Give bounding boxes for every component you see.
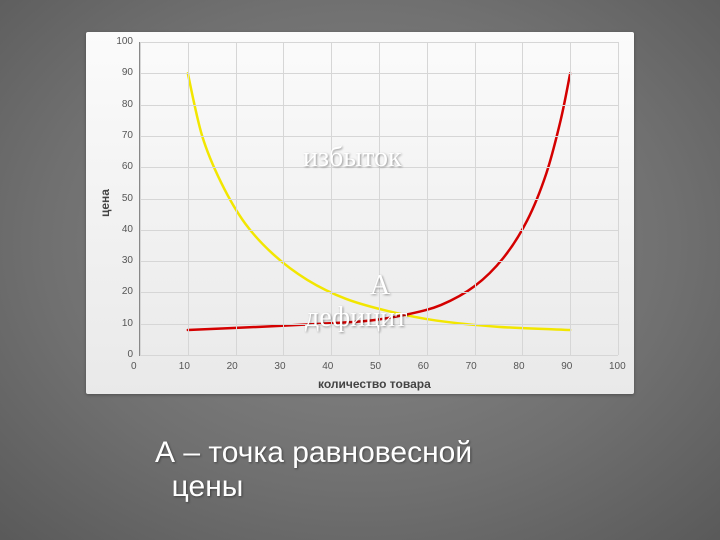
gridline-h [140,355,618,356]
gridline-v [140,42,141,355]
gridline-v [475,42,476,355]
y-tick-label: 0 [127,349,133,360]
x-tick-label: 70 [466,361,477,372]
gridline-v [283,42,284,355]
y-tick-label: 20 [122,286,133,297]
gridline-v [236,42,237,355]
gridline-v [570,42,571,355]
y-tick-label: 100 [116,36,133,47]
y-tick-label: 10 [122,318,133,329]
y-tick-label: 60 [122,161,133,172]
equilibrium-point-label: А [370,270,390,302]
x-tick-label: 40 [322,361,333,372]
x-tick-label: 20 [227,361,238,372]
x-tick-label: 0 [131,361,137,372]
x-tick-label: 50 [370,361,381,372]
gridline-v [427,42,428,355]
x-tick-label: 100 [609,361,626,372]
gridline-v [618,42,619,355]
y-tick-label: 40 [122,224,133,235]
y-tick-label: 50 [122,193,133,204]
y-tick-label: 90 [122,67,133,78]
x-tick-label: 30 [274,361,285,372]
x-tick-label: 80 [513,361,524,372]
x-tick-label: 10 [179,361,190,372]
x-tick-label: 90 [561,361,572,372]
y-tick-label: 30 [122,255,133,266]
y-tick-label: 80 [122,99,133,110]
gridline-v [522,42,523,355]
x-axis-label: количество товара [318,377,431,391]
shortage-label: дефицит [305,302,407,334]
x-tick-label: 60 [418,361,429,372]
gridline-v [188,42,189,355]
chart-panel: цена количество товара 0 10 20 30 40 50 60 70 80… [86,32,634,394]
y-tick-label: 70 [122,130,133,141]
surplus-label: избыток [303,142,402,174]
caption: А – точка равновесной цены [155,436,472,504]
y-axis-label: цена [98,189,112,217]
